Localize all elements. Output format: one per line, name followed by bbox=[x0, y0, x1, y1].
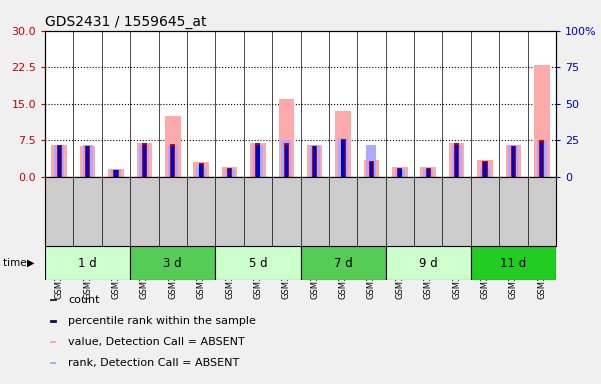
Text: GDS2431 / 1559645_at: GDS2431 / 1559645_at bbox=[45, 15, 207, 29]
Bar bbox=[335, 111, 351, 177]
Bar bbox=[300, 246, 386, 280]
Bar bbox=[45, 246, 130, 280]
Bar bbox=[367, 145, 376, 177]
Bar bbox=[534, 65, 549, 177]
Bar bbox=[505, 145, 521, 177]
Bar bbox=[114, 170, 118, 177]
Bar bbox=[427, 169, 430, 177]
Bar bbox=[477, 160, 493, 177]
Bar bbox=[341, 139, 346, 177]
Bar bbox=[370, 162, 373, 177]
Bar bbox=[454, 143, 459, 177]
Bar bbox=[364, 160, 379, 177]
Bar bbox=[170, 144, 175, 177]
Text: 7 d: 7 d bbox=[334, 257, 352, 270]
Bar bbox=[253, 145, 263, 177]
Bar bbox=[540, 142, 543, 177]
Bar bbox=[250, 142, 266, 177]
Bar bbox=[341, 140, 345, 177]
Bar bbox=[198, 163, 204, 177]
Bar bbox=[54, 145, 64, 177]
Bar bbox=[168, 145, 178, 177]
Bar bbox=[255, 143, 260, 177]
Bar bbox=[539, 140, 545, 177]
Text: percentile rank within the sample: percentile rank within the sample bbox=[68, 316, 256, 326]
Bar bbox=[471, 246, 556, 280]
Bar bbox=[508, 145, 518, 177]
Bar bbox=[313, 146, 316, 177]
Bar bbox=[480, 169, 490, 177]
Bar bbox=[222, 167, 237, 177]
Bar bbox=[398, 169, 401, 177]
Text: rank, Detection Call = ABSENT: rank, Detection Call = ABSENT bbox=[68, 358, 239, 368]
Text: 1 d: 1 d bbox=[78, 257, 97, 270]
Bar bbox=[511, 146, 516, 177]
Bar bbox=[338, 138, 348, 177]
Bar bbox=[281, 140, 291, 177]
Bar bbox=[451, 145, 462, 177]
Bar bbox=[136, 142, 152, 177]
Bar bbox=[395, 169, 405, 177]
Bar bbox=[83, 145, 93, 177]
Bar bbox=[200, 164, 203, 177]
Bar bbox=[142, 145, 146, 177]
Bar bbox=[111, 169, 121, 177]
Bar bbox=[139, 145, 150, 177]
Text: count: count bbox=[68, 295, 100, 305]
Bar bbox=[284, 143, 289, 177]
Bar bbox=[511, 146, 515, 177]
Bar bbox=[50, 299, 56, 300]
Bar bbox=[423, 169, 433, 177]
Text: 3 d: 3 d bbox=[163, 257, 182, 270]
Text: 9 d: 9 d bbox=[419, 257, 438, 270]
Bar bbox=[86, 146, 90, 177]
Bar bbox=[483, 162, 487, 177]
Bar bbox=[421, 167, 436, 177]
Text: ▶: ▶ bbox=[27, 258, 34, 268]
Bar bbox=[228, 169, 231, 177]
Bar bbox=[58, 146, 61, 177]
Text: value, Detection Call = ABSENT: value, Detection Call = ABSENT bbox=[68, 337, 245, 347]
Bar bbox=[397, 168, 403, 177]
Text: time: time bbox=[3, 258, 30, 268]
Bar bbox=[285, 145, 288, 177]
Bar bbox=[85, 146, 90, 177]
Bar bbox=[369, 161, 374, 177]
Bar bbox=[227, 168, 232, 177]
Bar bbox=[449, 142, 465, 177]
Bar bbox=[386, 246, 471, 280]
Bar bbox=[114, 170, 118, 177]
Bar bbox=[455, 145, 459, 177]
Text: 5 d: 5 d bbox=[249, 257, 267, 270]
Bar bbox=[537, 140, 547, 177]
Bar bbox=[426, 168, 431, 177]
Bar bbox=[278, 99, 294, 177]
Bar bbox=[171, 146, 174, 177]
Bar bbox=[392, 167, 407, 177]
Bar bbox=[307, 145, 323, 177]
Bar bbox=[50, 341, 56, 343]
Bar bbox=[215, 246, 300, 280]
Bar bbox=[130, 246, 215, 280]
Bar bbox=[256, 145, 260, 177]
Bar bbox=[483, 161, 487, 177]
Bar bbox=[80, 146, 96, 177]
Bar bbox=[165, 116, 180, 177]
Bar bbox=[312, 146, 317, 177]
Bar bbox=[142, 143, 147, 177]
Text: 11 d: 11 d bbox=[500, 257, 526, 270]
Bar bbox=[52, 145, 67, 177]
Bar bbox=[108, 169, 124, 177]
Bar bbox=[310, 145, 320, 177]
Bar bbox=[50, 362, 56, 364]
Bar bbox=[56, 145, 62, 177]
Bar bbox=[194, 162, 209, 177]
Bar bbox=[50, 320, 56, 321]
Bar bbox=[196, 167, 206, 177]
Bar bbox=[225, 169, 234, 177]
